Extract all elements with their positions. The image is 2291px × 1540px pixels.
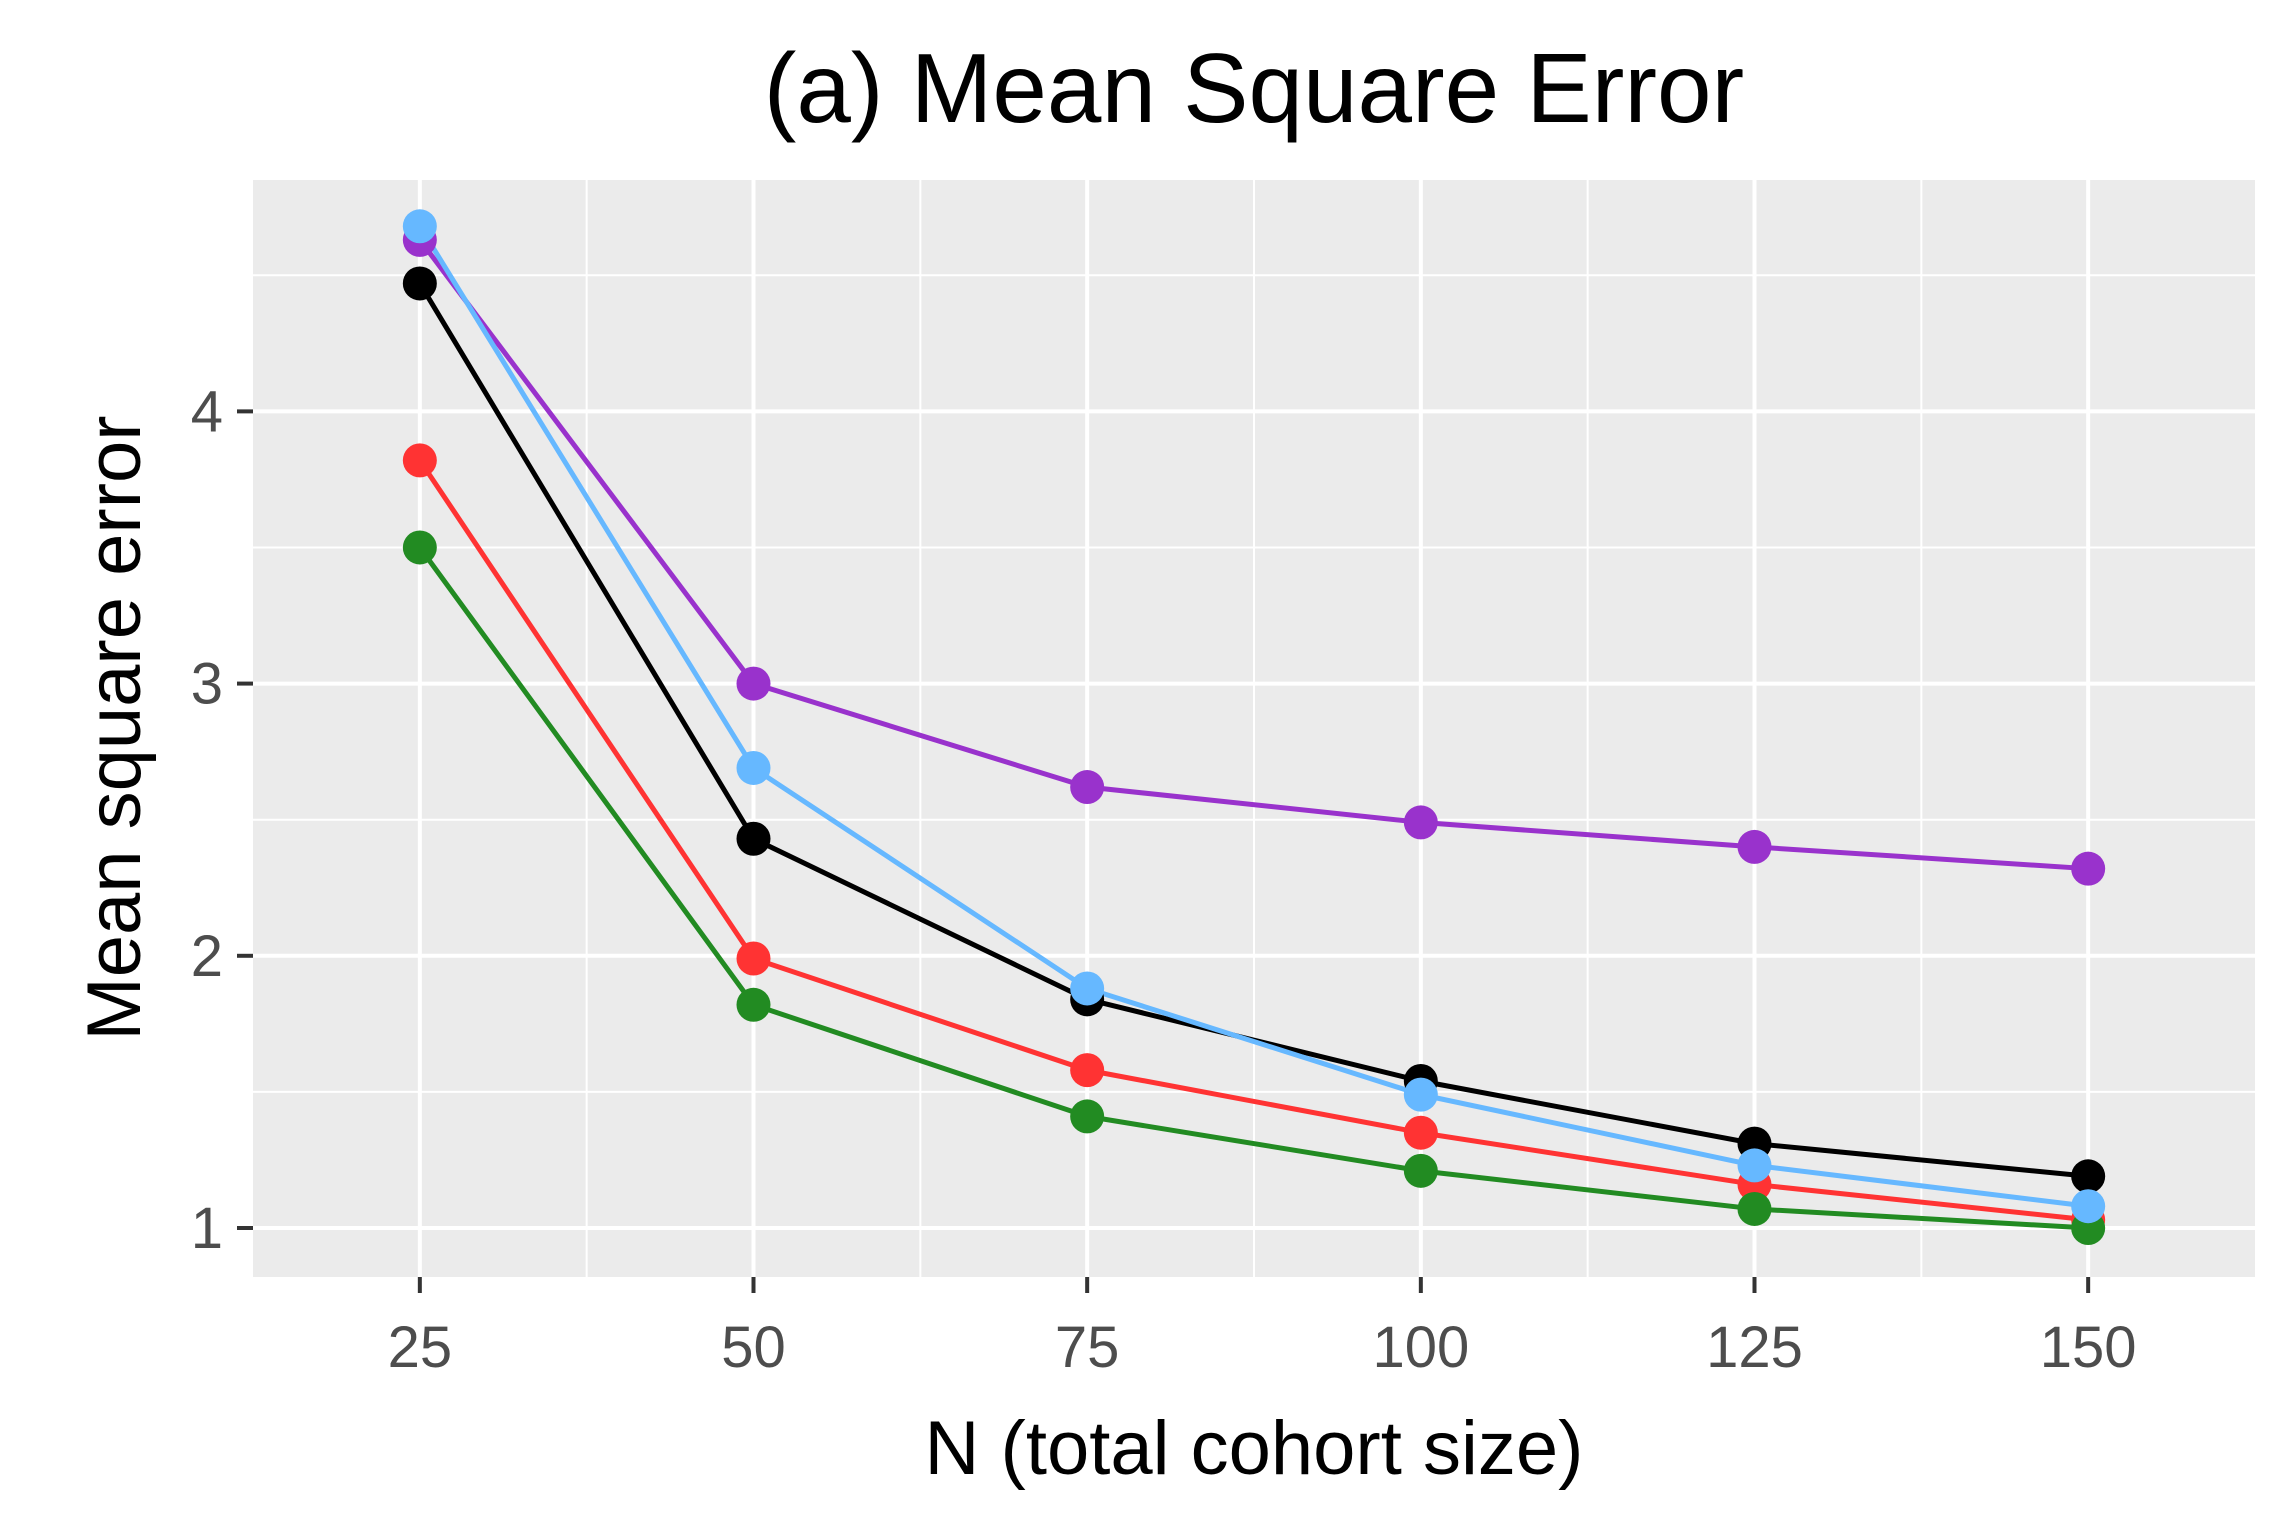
series-point-4: [736, 987, 771, 1022]
y-axis-title: Mean square error: [72, 415, 157, 1040]
x-tick-label: 25: [388, 1315, 453, 1380]
x-tick-label: 100: [1372, 1315, 1469, 1380]
series-point-4: [1070, 1099, 1105, 1134]
y-tick-label: 1: [191, 1196, 223, 1261]
series-lines: [417, 224, 2089, 1231]
series-point-2: [736, 821, 771, 856]
series-points: [402, 209, 2106, 1246]
series-point-3: [1403, 1115, 1438, 1150]
series-line-1: [417, 238, 2089, 872]
y-tick-label: 4: [191, 379, 223, 444]
x-tick-label: 50: [721, 1315, 786, 1380]
series-line-5: [417, 224, 2089, 1209]
grid-minor: [253, 180, 2255, 1277]
series-point-4: [402, 530, 437, 565]
series-point-2: [402, 266, 437, 301]
series-point-1: [2071, 851, 2106, 886]
series-line-3: [417, 458, 2089, 1223]
series-point-5: [1070, 971, 1105, 1006]
x-axis: 25 50 75 100 125 150: [388, 1277, 2137, 1380]
series-line-4: [417, 546, 2089, 1231]
y-tick-label: 3: [191, 652, 223, 717]
series-point-1: [1403, 805, 1438, 840]
series-point-5: [736, 750, 771, 785]
series-point-4: [1737, 1191, 1772, 1226]
x-axis-title: N (total cohort size): [925, 1406, 1584, 1491]
series-point-2: [2071, 1159, 2106, 1194]
series-point-3: [1070, 1053, 1105, 1088]
chart-title: (a) Mean Square Error: [764, 33, 1744, 143]
series-point-1: [1737, 829, 1772, 864]
x-tick-label: 150: [2040, 1315, 2137, 1380]
series-point-1: [1070, 770, 1105, 805]
grid-major: [253, 180, 2255, 1277]
series-point-4: [1403, 1153, 1438, 1188]
series-point-3: [402, 443, 437, 478]
x-tick-label: 75: [1055, 1315, 1120, 1380]
series-point-1: [736, 666, 771, 701]
y-tick-label: 2: [191, 924, 223, 989]
y-axis: 1 2 3 4: [191, 379, 253, 1261]
series-point-5: [1737, 1148, 1772, 1183]
series-point-5: [2071, 1189, 2106, 1224]
series-point-5: [402, 209, 437, 244]
series-point-5: [1403, 1077, 1438, 1112]
series-point-3: [736, 941, 771, 976]
x-tick-label: 125: [1706, 1315, 1803, 1380]
